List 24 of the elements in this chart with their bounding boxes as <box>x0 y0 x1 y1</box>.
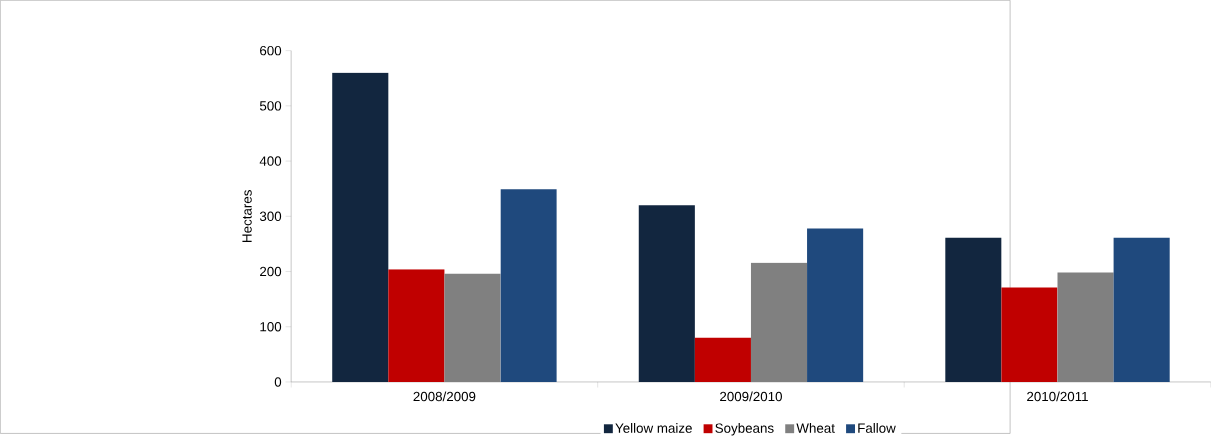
bar <box>332 72 389 383</box>
y-tick-label: 300 <box>259 211 282 222</box>
bar <box>500 189 557 383</box>
bar <box>638 205 695 383</box>
y-tick-label: 400 <box>259 156 282 166</box>
y-tick-label: 600 <box>260 45 282 56</box>
y-tick-label: 200 <box>260 266 282 277</box>
bar <box>1001 287 1058 383</box>
y-tick-label: 0 <box>274 377 282 387</box>
bar <box>807 228 864 383</box>
legend-label: Yellow maize <box>615 423 692 433</box>
bar <box>945 237 1002 383</box>
x-tick-label: 2009/2010 <box>720 391 782 402</box>
bar <box>1113 237 1170 383</box>
x-tick-label: 2008/2009 <box>413 391 476 402</box>
legend-label: Fallow <box>858 423 896 433</box>
y-axis-title: Hectares <box>242 190 252 242</box>
bar <box>388 269 445 383</box>
bar <box>694 337 751 383</box>
legend-label: Wheat <box>796 423 835 433</box>
x-tick-label: 2010/2011 <box>1027 391 1088 402</box>
y-tick-label: 100 <box>260 322 282 332</box>
legend-label: Soybeans <box>715 423 774 436</box>
y-tick-label: 500 <box>259 101 282 111</box>
